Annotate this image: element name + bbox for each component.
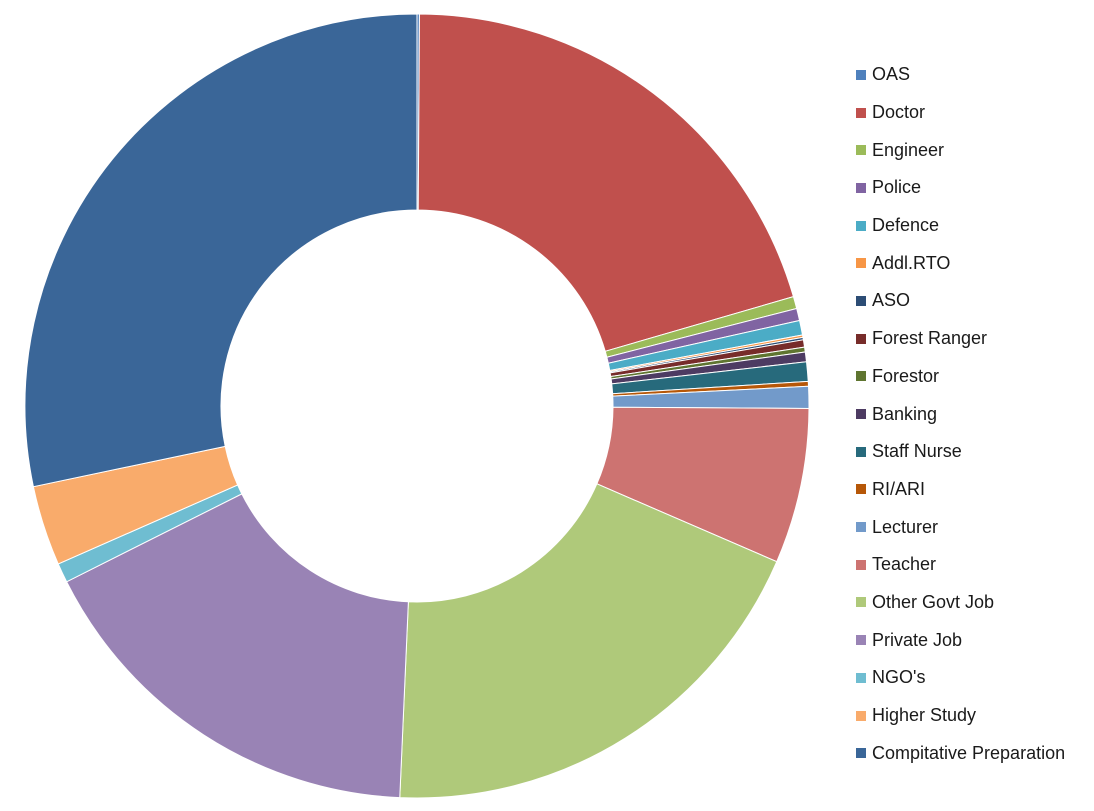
legend-swatch bbox=[856, 295, 866, 306]
legend-label: Police bbox=[872, 177, 922, 198]
slice-doctor bbox=[417, 13, 795, 352]
legend-swatch bbox=[856, 672, 866, 683]
legend-swatch bbox=[856, 69, 866, 80]
legend-swatch bbox=[856, 597, 866, 608]
legend-swatch bbox=[856, 145, 866, 156]
legend-label: ASO bbox=[872, 290, 911, 311]
legend-swatch bbox=[856, 484, 866, 495]
legend-label: RI/ARI bbox=[872, 478, 926, 499]
legend-label: Forestor bbox=[872, 365, 940, 386]
legend-swatch bbox=[856, 371, 866, 382]
legend-swatch bbox=[856, 748, 866, 759]
legend-label: Defence bbox=[872, 215, 940, 236]
legend-swatch bbox=[856, 182, 866, 193]
legend-swatch bbox=[856, 635, 866, 646]
legend-item-defence: Defence bbox=[856, 207, 1065, 245]
slice-compitative-preparation bbox=[24, 13, 418, 488]
legend-item-banking: Banking bbox=[856, 395, 1065, 433]
legend-swatch bbox=[856, 559, 866, 570]
legend-item-compitative-preparation: Compitative Preparation bbox=[856, 734, 1065, 772]
legend-label: Addl.RTO bbox=[872, 252, 951, 273]
legend-item-lecturer: Lecturer bbox=[856, 508, 1065, 546]
legend-item-other-govt-job: Other Govt Job bbox=[856, 584, 1065, 622]
slice-other-govt-job bbox=[399, 483, 778, 799]
legend-label: Forest Ranger bbox=[872, 328, 988, 349]
legend-item-engineer: Engineer bbox=[856, 131, 1065, 169]
legend-item-teacher: Teacher bbox=[856, 546, 1065, 584]
legend-item-oas: OAS bbox=[856, 56, 1065, 94]
legend-label: Lecturer bbox=[872, 516, 939, 537]
donut-slices bbox=[24, 13, 810, 799]
legend-swatch bbox=[856, 258, 866, 269]
legend-item-aso: ASO bbox=[856, 282, 1065, 320]
legend-swatch bbox=[856, 220, 866, 231]
legend-item-higher-study: Higher Study bbox=[856, 697, 1065, 735]
legend-label: Engineer bbox=[872, 139, 945, 160]
legend-swatch bbox=[856, 333, 866, 344]
legend-label: Higher Study bbox=[872, 705, 977, 726]
chart-legend: OAS Doctor Engineer Police Defence Addl.RTO AS… bbox=[856, 56, 1065, 772]
legend-label: Banking bbox=[872, 403, 938, 424]
legend-label: Doctor bbox=[872, 102, 926, 123]
legend-label: Private Job bbox=[872, 629, 963, 650]
legend-swatch bbox=[856, 522, 866, 533]
legend-swatch bbox=[856, 710, 866, 721]
legend-item-addl-rto: Addl.RTO bbox=[856, 244, 1065, 282]
legend-item-police: Police bbox=[856, 169, 1065, 207]
legend-label: Other Govt Job bbox=[872, 591, 995, 612]
legend-swatch bbox=[856, 446, 866, 457]
legend-item-forestor: Forestor bbox=[856, 358, 1065, 396]
slice-private-job bbox=[65, 493, 409, 799]
legend-item-forest-ranger: Forest Ranger bbox=[856, 320, 1065, 358]
legend-swatch bbox=[856, 107, 866, 118]
legend-item-staff-nurse: Staff Nurse bbox=[856, 433, 1065, 471]
legend-item-ri-ari: RI/ARI bbox=[856, 471, 1065, 509]
legend-label: OAS bbox=[872, 64, 911, 85]
legend-label: Staff Nurse bbox=[872, 441, 962, 462]
legend-label: Compitative Preparation bbox=[872, 742, 1066, 763]
legend-label: Teacher bbox=[872, 554, 937, 575]
legend-item-ngo-s: NGO's bbox=[856, 659, 1065, 697]
legend-item-private-job: Private Job bbox=[856, 621, 1065, 659]
legend-item-doctor: Doctor bbox=[856, 94, 1065, 132]
legend-swatch bbox=[856, 409, 866, 420]
legend-label: NGO's bbox=[872, 667, 926, 688]
